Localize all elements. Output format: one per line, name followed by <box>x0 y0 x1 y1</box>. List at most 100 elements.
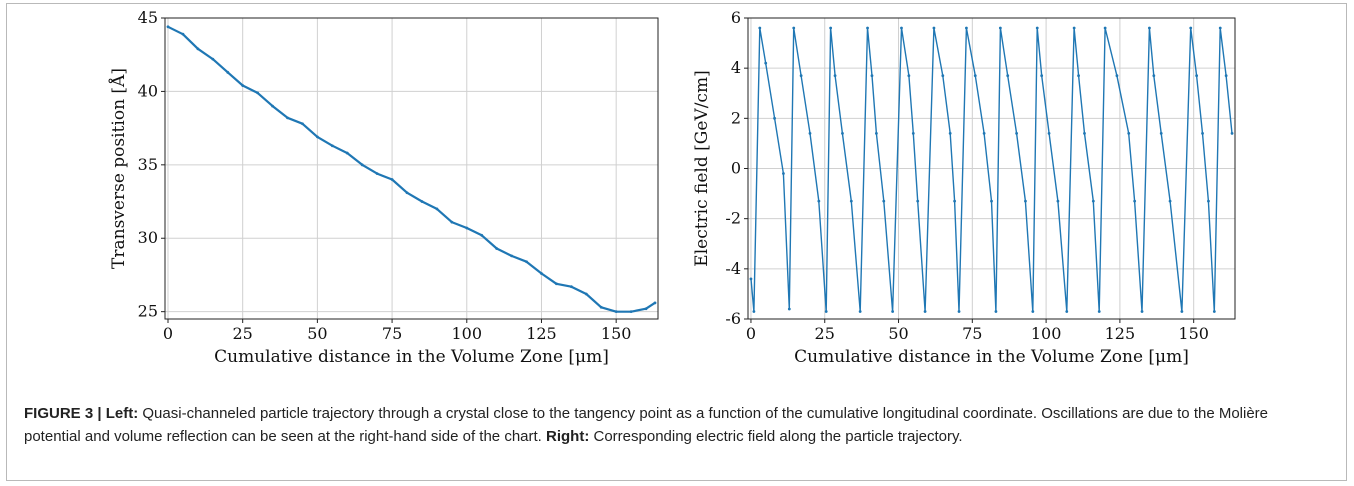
right-y-axis-label: Electric field [GeV/cm] <box>692 70 712 266</box>
right-data-point <box>833 74 837 78</box>
right-y-tick-label: 2 <box>731 108 741 127</box>
figure-frame <box>6 3 1347 481</box>
left-data-point <box>286 116 289 120</box>
left-data-point <box>330 144 334 148</box>
right-data-point <box>1031 310 1035 313</box>
left-data-point <box>584 292 588 296</box>
right-data-point <box>891 310 895 313</box>
left-data-point <box>450 220 454 224</box>
right-series-line <box>750 27 1233 313</box>
right-data-point <box>965 26 968 30</box>
caption-right-label: Right: <box>546 427 590 445</box>
right-data-point <box>1091 199 1095 203</box>
left-series-line <box>167 25 656 313</box>
right-x-tick-label: 100 <box>1031 324 1062 343</box>
left-data-point <box>480 233 484 237</box>
left-data-point <box>196 47 200 51</box>
left-data-point <box>211 57 215 61</box>
left-data-point <box>555 282 558 286</box>
right-data-point <box>808 131 812 135</box>
right-data-point <box>866 26 869 30</box>
left-data-point <box>226 70 230 74</box>
left-data-point <box>390 178 394 181</box>
right-data-point <box>858 310 862 313</box>
right-data-point <box>1040 74 1044 78</box>
right-y-tick-label: -6 <box>725 309 741 328</box>
right-data-point <box>1201 131 1204 135</box>
right-data-point <box>1103 26 1107 30</box>
right-data-point <box>982 131 986 135</box>
left-x-tick-label: 25 <box>233 324 253 343</box>
right-data-point <box>1224 74 1228 78</box>
right-data-point <box>900 26 903 30</box>
right-data-point <box>911 131 915 135</box>
right-data-point <box>1097 310 1101 313</box>
right-data-point <box>1230 131 1234 135</box>
right-data-point <box>849 199 853 203</box>
right-data-point <box>957 310 961 313</box>
right-data-point <box>932 26 936 30</box>
right-data-point <box>764 61 768 65</box>
left-x-tick-label: 100 <box>452 324 483 343</box>
left-data-point <box>420 200 424 203</box>
left-data-point <box>644 307 648 311</box>
right-data-point <box>782 172 785 175</box>
right-data-point <box>907 74 911 78</box>
caption-right-text: Corresponding electric field along the p… <box>589 427 963 445</box>
left-data-point <box>569 285 573 289</box>
left-data-point <box>241 84 245 87</box>
right-data-point <box>870 74 874 78</box>
left-data-point <box>614 310 618 314</box>
right-data-point <box>973 74 977 78</box>
right-data-point <box>1207 199 1210 203</box>
left-data-point <box>301 122 304 126</box>
left-data-point <box>256 91 260 95</box>
right-data-point <box>1212 310 1216 313</box>
left-data-point <box>540 272 543 275</box>
right-data-point <box>1083 131 1086 135</box>
left-x-tick-label: 0 <box>163 324 173 343</box>
figure-caption: FIGURE 3 | Left: Quasi-channeled particl… <box>24 403 1324 448</box>
right-data-point <box>1035 26 1039 30</box>
right-data-point <box>758 26 762 30</box>
left-y-tick-label: 35 <box>138 155 158 174</box>
right-data-point <box>1006 74 1010 78</box>
right-data-point <box>1133 199 1137 203</box>
right-data-point <box>1148 26 1151 30</box>
right-data-point <box>1189 26 1193 30</box>
right-data-point <box>749 277 753 281</box>
right-data-point <box>990 199 993 203</box>
right-data-point <box>799 74 803 78</box>
right-data-point <box>948 131 952 135</box>
right-data-point <box>1159 131 1163 135</box>
left-x-tick-label: 125 <box>526 324 557 343</box>
right-data-point <box>841 131 844 135</box>
right-data-point <box>817 199 821 203</box>
right-data-point <box>882 199 886 203</box>
right-data-point <box>941 74 945 78</box>
left-data-point <box>629 310 633 314</box>
right-data-point <box>1168 199 1172 203</box>
left-y-tick-label: 40 <box>138 81 158 100</box>
right-data-point <box>1024 199 1027 203</box>
left-data-point <box>375 172 379 176</box>
left-data-point <box>495 247 499 250</box>
left-x-tick-label: 150 <box>601 324 632 343</box>
left-x-axis-label: Cumulative distance in the Volume Zone [… <box>214 347 609 367</box>
left-data-point <box>315 135 319 139</box>
right-data-point <box>1015 131 1018 135</box>
right-chart: 0 25 50 75 100 125 150 -6 -4 -2 0 2 4 6 Cumulative dis… <box>692 8 1236 367</box>
right-data-point <box>1047 131 1051 135</box>
left-data-point <box>345 151 349 155</box>
caption-left-label: Left: <box>105 405 139 422</box>
right-data-point <box>1195 74 1199 78</box>
right-data-point <box>1115 74 1119 78</box>
right-data-point <box>773 116 776 120</box>
right-data-point <box>1072 26 1076 30</box>
right-data-point <box>1056 199 1060 203</box>
right-data-point <box>752 310 756 313</box>
right-data-point <box>1180 310 1184 313</box>
left-y-axis-label: Transverse position [Å] <box>108 68 129 269</box>
caption-left-text: Quasi-channeled particle trajectory thro… <box>24 405 1269 445</box>
